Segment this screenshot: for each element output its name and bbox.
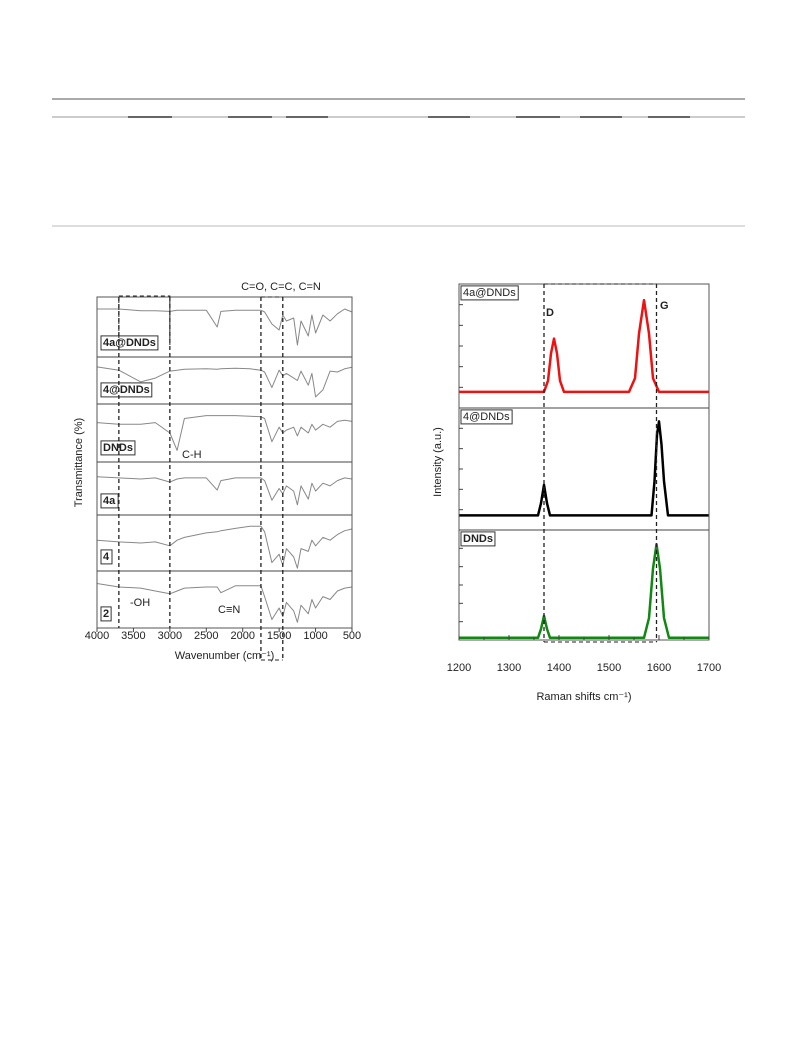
- spectrum: [459, 543, 709, 640]
- x-tick-label: 3000: [158, 630, 182, 642]
- panel-label-box: [460, 285, 519, 301]
- x-tick-label: 1300: [497, 662, 521, 674]
- panel-label-box: [100, 382, 153, 398]
- x-tick-label: 1500: [597, 662, 621, 674]
- x-tick-label: 1400: [547, 662, 571, 674]
- panel-label-box: [460, 409, 513, 425]
- x-tick-label: 2500: [194, 630, 218, 642]
- annotation: -OH: [130, 597, 150, 609]
- annotation: D: [546, 307, 554, 319]
- panel-label-box: [460, 531, 496, 547]
- x-axis-title: Raman shifts cm⁻¹): [536, 691, 631, 703]
- panel-label-box: [100, 440, 136, 456]
- x-tick-label: 4000: [85, 630, 109, 642]
- annotation: C-H: [182, 449, 202, 461]
- panel-label: 4@DNDs: [463, 411, 510, 423]
- x-tick-label: 1200: [447, 662, 471, 674]
- panel-label: 4a@DNDs: [463, 287, 516, 299]
- x-tick-label: 1600: [647, 662, 671, 674]
- spectrum: [96, 415, 353, 451]
- spectrum: [459, 420, 709, 517]
- panel-label: DNDs: [463, 533, 493, 545]
- panel-label-box: [100, 606, 112, 622]
- annotation: G: [660, 300, 669, 312]
- panel-label: 2: [103, 608, 109, 620]
- y-axis-title: Transmittance (%): [73, 418, 85, 507]
- panel-label: 4a: [103, 495, 116, 507]
- panel-label-box: [100, 493, 119, 509]
- spectrum: [97, 308, 353, 346]
- annotation: C=O, C=C, C=N: [241, 281, 321, 293]
- spectrum: [96, 583, 353, 623]
- x-tick-label: 1700: [697, 662, 721, 674]
- panel-label: 4a@DNDs: [103, 337, 156, 349]
- x-tick-label: 1000: [303, 630, 327, 642]
- x-tick-label: 500: [343, 630, 361, 642]
- panel-label-box: [100, 335, 159, 351]
- panel-label: 4: [103, 551, 110, 563]
- y-axis-title: Intensity (a.u.): [432, 427, 444, 497]
- plot-frame: [96, 296, 353, 629]
- panel-label: DNDs: [103, 442, 133, 454]
- spectrum: [459, 298, 709, 394]
- panel-label: 4@DNDs: [103, 384, 150, 396]
- dashed-box: [118, 295, 171, 345]
- spectrum: [96, 366, 353, 398]
- spectrum: [96, 476, 353, 506]
- x-tick-label: 3500: [121, 630, 145, 642]
- x-tick-label: 1500: [267, 630, 291, 642]
- panel-label-box: [100, 549, 113, 565]
- plot-frame: [458, 283, 710, 641]
- annotation: C≡N: [218, 604, 240, 616]
- x-axis-title: Wavenumber (cm⁻¹): [175, 650, 275, 662]
- x-tick-label: 2000: [230, 630, 254, 642]
- spectrum: [96, 525, 353, 569]
